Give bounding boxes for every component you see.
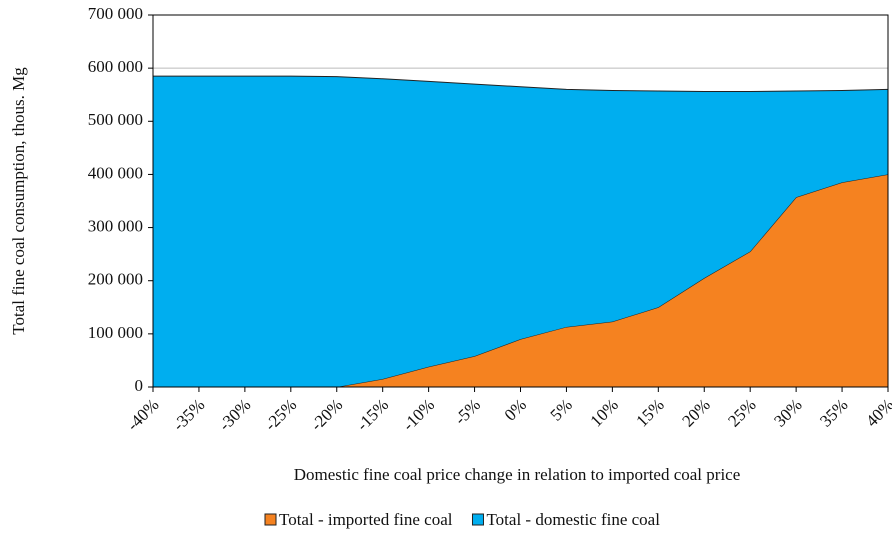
area xyxy=(153,174,888,387)
x-tick-label: -20% xyxy=(307,395,346,434)
y-tick-label: 600 000 xyxy=(88,57,143,76)
area xyxy=(153,76,888,387)
x-tick-label: -10% xyxy=(399,395,438,434)
y-tick-label: 200 000 xyxy=(88,270,143,289)
y-tick-label: 700 000 xyxy=(88,4,143,23)
y-tick-label: 400 000 xyxy=(88,163,143,182)
x-tick-label: -15% xyxy=(353,395,392,434)
x-tick-label: 5% xyxy=(547,395,576,424)
x-tick-label: 30% xyxy=(770,395,805,430)
x-tick-label: -25% xyxy=(261,395,300,434)
x-axis-label: Domestic fine coal price change in relat… xyxy=(294,465,741,484)
x-tick-label: 10% xyxy=(586,395,621,430)
x-tick-label: -30% xyxy=(215,395,254,434)
x-tick-label: -35% xyxy=(169,395,208,434)
x-tick-label: 25% xyxy=(724,395,759,430)
area-edge xyxy=(153,75,889,93)
y-axis-label: Total fine coal consumption, thous. Mg xyxy=(9,67,28,335)
y-tick-label: 100 000 xyxy=(88,323,143,342)
legend-label: Total - domestic fine coal xyxy=(486,510,660,529)
legend-swatch xyxy=(264,513,277,526)
legend-swatch xyxy=(471,513,484,526)
x-tick-label: 35% xyxy=(816,395,851,430)
x-tick-label: 40% xyxy=(862,395,892,430)
y-tick-label: 300 000 xyxy=(88,216,143,235)
x-tick-label: -40% xyxy=(123,395,162,434)
x-tick-label: 20% xyxy=(678,395,713,430)
y-tick-label: 500 000 xyxy=(88,110,143,129)
x-tick-label: 15% xyxy=(632,395,667,430)
legend-label: Total - imported fine coal xyxy=(279,510,453,529)
x-tick-label: 0% xyxy=(501,395,530,424)
x-tick-label: -5% xyxy=(451,395,484,428)
y-tick-label: 0 xyxy=(135,376,144,395)
